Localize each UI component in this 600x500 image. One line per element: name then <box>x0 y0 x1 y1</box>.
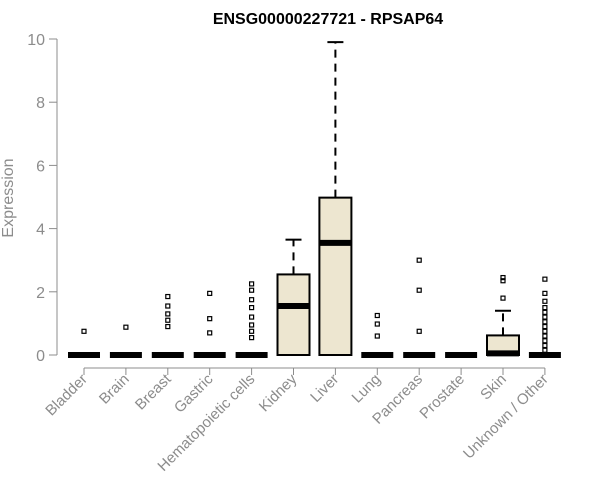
outlier-point <box>416 257 422 263</box>
x-tick-label: Lung <box>349 371 385 407</box>
outlier-point <box>123 324 129 330</box>
box-bladder <box>68 328 100 358</box>
outlier-point <box>165 317 171 323</box>
outlier-point <box>542 347 548 353</box>
outlier-point <box>542 305 548 311</box>
outlier-point <box>542 333 548 339</box>
outlier-point <box>207 290 213 296</box>
x-tick-label: Bladder <box>42 371 91 420</box>
box-lung <box>361 312 394 358</box>
box-kidney <box>276 238 311 357</box>
y-tick-label: 0 <box>36 348 45 365</box>
outlier-point <box>416 328 422 334</box>
outlier-point <box>249 322 255 328</box>
outlier-point <box>542 276 548 282</box>
box-brain <box>109 324 142 358</box>
outlier-point <box>249 328 255 334</box>
outlier-point <box>374 333 380 339</box>
x-tick-label: Kidney <box>256 370 301 415</box>
chart-title: ENSG00000227721 - RPSAP64 <box>213 11 443 28</box>
outlier-point <box>249 335 255 341</box>
outlier-point <box>249 287 255 293</box>
x-tick-label: Prostate <box>416 371 468 423</box>
outlier-point <box>500 274 506 281</box>
box-gastric <box>193 290 226 358</box>
box-unknown-other <box>528 276 561 358</box>
outlier-point <box>542 309 548 315</box>
outlier-point <box>542 338 548 344</box>
box-pancreas <box>403 257 436 358</box>
outlier-point <box>374 312 380 319</box>
y-tick-label: 2 <box>36 285 45 302</box>
outlier-point <box>165 303 171 309</box>
outlier-point <box>249 314 255 320</box>
y-axis-label: Expression <box>0 158 17 237</box>
outlier-point <box>542 328 548 334</box>
outlier-point <box>374 321 380 327</box>
outlier-point <box>542 290 548 296</box>
x-tick-label: Breast <box>132 370 175 413</box>
outlier-point <box>249 297 255 303</box>
box-hematopoietic-cells <box>235 281 268 358</box>
outlier-point <box>542 319 548 325</box>
x-tick-label: Brain <box>96 371 133 408</box>
box-body <box>318 196 353 356</box>
outlier-point <box>542 314 548 320</box>
y-tick-label: 6 <box>36 158 45 175</box>
outlier-point <box>249 305 255 311</box>
y-tick-label: 10 <box>27 32 45 49</box>
y-tick-label: 8 <box>36 95 45 112</box>
box-liver <box>318 41 353 356</box>
outlier-point <box>500 295 506 301</box>
outlier-point <box>542 298 548 304</box>
outlier-point <box>500 278 506 284</box>
outlier-point <box>165 293 171 300</box>
y-tick-label: 4 <box>36 222 45 239</box>
outlier-point <box>207 316 213 322</box>
outlier-point <box>249 281 255 287</box>
outlier-point <box>542 323 548 330</box>
outlier-point <box>207 330 213 336</box>
box-body <box>276 273 311 357</box>
outlier-point <box>81 328 87 334</box>
box-breast <box>151 293 184 358</box>
x-tick-label: Liver <box>307 371 342 406</box>
outlier-point <box>416 287 422 293</box>
outlier-point <box>165 311 171 317</box>
x-tick-label: Skin <box>477 371 510 404</box>
plot-area <box>68 41 561 358</box>
outlier-point <box>165 323 171 330</box>
box-skin <box>486 274 520 357</box>
outlier-point <box>542 342 548 349</box>
